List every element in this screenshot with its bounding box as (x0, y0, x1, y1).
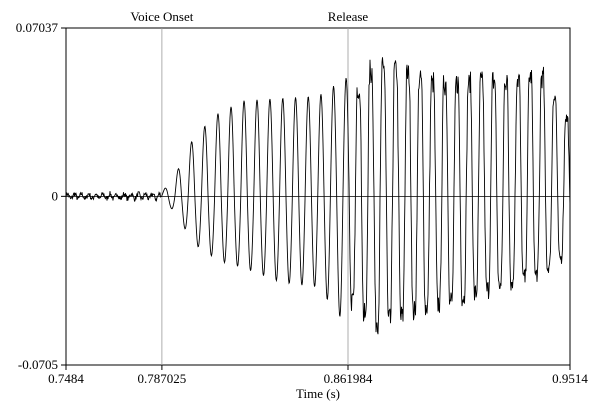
x-tick-label: 0.861984 (324, 371, 373, 386)
waveform-line (65, 57, 571, 335)
y-tick-label: 0 (52, 188, 59, 203)
y-axis-ticks: 0.07037 0 -0.0705 (16, 20, 66, 372)
x-tick-label: 0.7484 (48, 371, 84, 386)
x-tick-label: 0.787025 (138, 371, 187, 386)
marker-label: Release (328, 9, 369, 24)
x-axis-ticks: 0.7484 0.787025 0.861984 0.9514 (48, 365, 588, 386)
x-axis-label: Time (s) (296, 386, 340, 401)
y-tick-label: -0.0705 (18, 357, 58, 372)
marker-label: Voice Onset (130, 9, 193, 24)
marker-lines: Voice Onset Release (130, 9, 368, 365)
x-tick-label: 0.9514 (552, 371, 588, 386)
y-tick-label: 0.07037 (16, 20, 59, 35)
